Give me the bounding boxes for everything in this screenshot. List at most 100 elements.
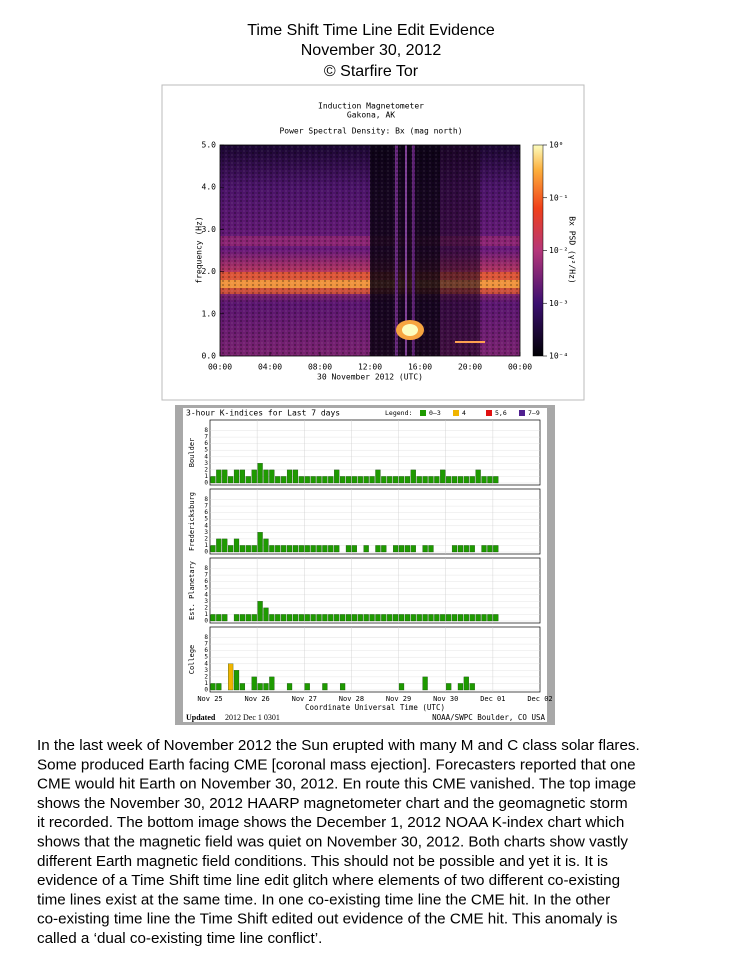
bar [257,532,263,553]
bar [381,614,387,622]
bar [298,545,304,553]
bar [269,545,275,553]
bar [310,545,316,553]
date: November 30, 2012 [301,42,442,59]
body-line: different Earth magnetic field condition… [37,853,608,870]
y-tick-label: 3 [204,529,208,536]
bar [440,614,446,622]
bar [310,614,316,622]
bar [216,683,222,691]
body-line: Some produced Earth facing CME [coronal … [37,756,636,773]
bar [263,538,269,553]
bar [286,614,293,622]
legend-title: Legend: [385,409,412,417]
bar [216,614,222,622]
bar [269,614,275,622]
bar [216,469,222,484]
bar [304,614,310,622]
bar [434,614,440,622]
colorbar-label: Bx PSD (γ²/Hz) [568,216,577,283]
bar [257,683,263,691]
bar [487,614,493,622]
y-tick-label: 3 [204,598,208,605]
x-axis-label: 30 November 2012 (UTC) [317,373,423,382]
spectrogram-image: Induction Magnetometer Gakona, AK Power … [161,84,585,401]
title: Time Shift Time Line Edit Evidence [247,22,495,39]
bar [446,614,452,622]
bar [463,476,469,484]
bar [410,614,416,622]
spec-location: Gakona, AK [347,111,395,120]
body-line: shows the November 30, 2012 HAARP magnet… [37,795,628,812]
bar [233,469,240,484]
bar [398,545,405,553]
bar [251,614,257,622]
bar [228,476,234,484]
bar [228,663,234,691]
bar [345,476,352,484]
bar [339,614,346,622]
bar [469,476,475,484]
y-tick-label: 2.0 [202,267,217,276]
y-tick-label: 7 [204,641,208,648]
x-tick-label: Nov 25 [197,695,222,703]
bar [404,476,411,484]
y-tick-label: 8 [204,496,208,503]
bar [245,545,251,553]
colorbar-tick-label: 10⁰ [549,141,563,150]
bar [463,614,469,622]
bar [269,676,275,691]
bar [316,614,322,622]
panel-name: College [188,645,196,675]
bar [334,614,340,622]
kindex-image: 3-hour K-indices for Last 7 days Legend:… [175,405,555,725]
bar [345,614,352,622]
bar [269,469,275,484]
bar [375,545,381,553]
bar [422,676,428,691]
bar [451,614,458,622]
bar [339,476,346,484]
x-tick-label: Nov 30 [433,695,458,703]
bar [275,545,281,553]
panel-frame [209,626,541,693]
bar [286,469,293,484]
y-tick-label: 6 [204,578,208,585]
y-tick-label: 3.0 [202,225,217,234]
bar [245,476,251,484]
panel-frame [209,419,541,486]
legend-swatch [486,410,492,416]
bar [233,614,240,622]
bar [481,614,487,622]
bar [493,476,499,484]
bar [322,614,328,622]
bar [304,476,310,484]
y-tick-label: 0.0 [202,352,217,361]
y-tick-label: 5 [204,447,208,454]
x-tick-label: 20:00 [458,363,482,372]
bar [345,545,352,553]
bar [451,476,458,484]
bar [239,469,246,484]
bar [210,545,216,553]
bar [322,683,328,691]
panel-frame [209,557,541,624]
bar [375,469,381,484]
y-tick-label: 6 [204,509,208,516]
bar [257,463,263,484]
bar [440,469,446,484]
bar [475,469,481,484]
bar [281,545,287,553]
body-line: In the last week of November 2012 the Su… [37,737,640,754]
kindex-title: 3-hour K-indices for Last 7 days [186,409,340,418]
y-tick-label: 1 [204,542,208,549]
bar [363,545,369,553]
bar [263,683,269,691]
body-line: evidence of a Time Shift time line edit … [37,872,620,889]
bar [357,614,363,622]
spectrogram-plot [219,144,521,357]
bar [369,476,375,484]
x-tick-label: Nov 28 [339,695,364,703]
x-tick-label: 04:00 [258,363,282,372]
bar [475,614,481,622]
